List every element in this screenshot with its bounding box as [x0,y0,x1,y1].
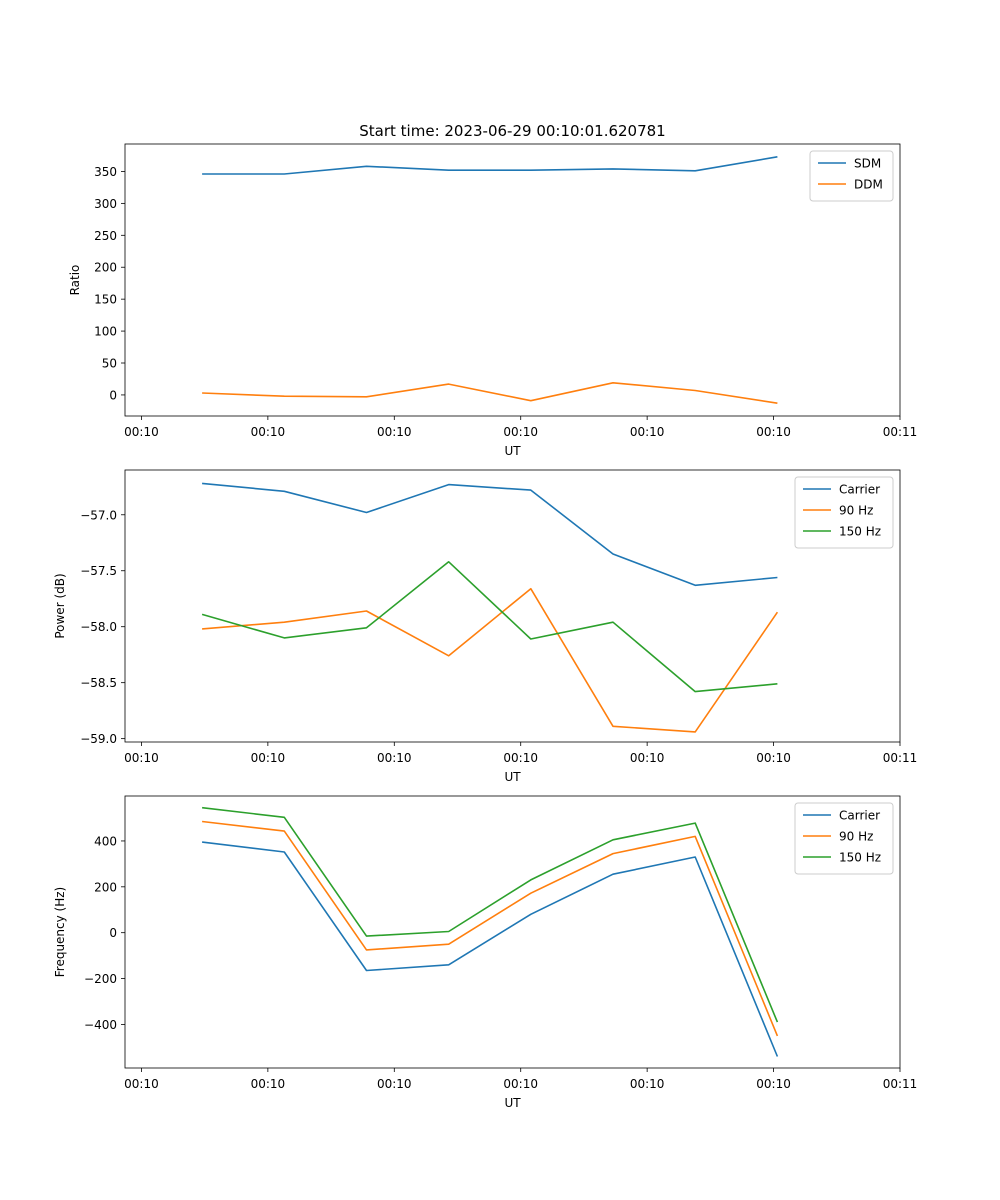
y-axis-label: Ratio [68,265,82,296]
chart-panel-2: 00:10 00:10 00:10 00:10 00:10 00:10 00:11 −59.0… [53,469,918,784]
axes-frame [124,795,901,1069]
legend: SDM DDM [809,150,894,202]
x-tick-label: 00:10 [756,1077,791,1091]
x-tick-label: 00:11 [883,751,918,765]
series-line-carrier [202,482,778,587]
x-tick-label: 00:10 [251,425,286,439]
series-line-90-hz [202,820,779,1037]
y-tick-label: 50 [102,357,117,371]
y-tick-label: −58.5 [80,676,117,690]
y-axis-label: Power (dB) [53,573,67,638]
y-tick-label: −57.0 [80,508,117,522]
x-axis-label: UT [504,770,521,784]
y-axis-label: Frequency (Hz) [53,887,67,978]
y-tick-label: 0 [109,388,117,402]
y-tick-label: −59.0 [80,732,117,746]
legend-label-150-hz: 150 Hz [839,525,881,539]
x-tick-label: 00:11 [883,1077,918,1091]
y-tick-label: −57.5 [80,564,117,578]
series-line-sdm [202,156,778,175]
y-tick-label: −400 [84,1018,117,1032]
axes-frame [124,143,901,417]
chart-panel-3: 00:10 00:10 00:10 00:10 00:10 00:10 00:11 −400 −… [53,795,918,1110]
y-tick-label: 100 [94,325,117,339]
series-line-150-hz [202,806,779,1023]
legend-label-150-hz: 150 Hz [839,851,881,865]
x-tick-label: 00:10 [124,751,159,765]
y-tick-label: 300 [94,197,117,211]
series-line-150-hz [201,560,778,693]
chart-panel-1: 00:10 00:10 00:10 00:10 00:10 00:10 00:11 0 50 10… [68,143,918,458]
x-tick-label: 00:10 [503,425,538,439]
series-line-carrier [202,841,779,1057]
y-tick-label: 200 [94,880,117,894]
x-tick-label: 00:10 [377,425,412,439]
legend-label-sdm: SDM [854,157,881,171]
figure-title: Start time: 2023-06-29 00:10:01.620781 [359,122,665,140]
legend-label-90-hz: 90 Hz [839,830,873,844]
x-tick-label: 00:10 [124,425,159,439]
y-tick-label: 150 [94,293,117,307]
y-tick-label: 200 [94,261,117,275]
x-tick-label: 00:10 [251,1077,286,1091]
x-tick-label: 00:10 [124,1077,159,1091]
x-tick-label: 00:10 [503,1077,538,1091]
x-tick-label: 00:10 [377,1077,412,1091]
x-tick-label: 00:10 [756,751,791,765]
y-tick-label: 250 [94,229,117,243]
x-tick-label: 00:10 [756,425,791,439]
axes-frame [124,469,901,743]
panels: 00:10 00:10 00:10 00:10 00:10 00:10 00:11 0 50 10… [53,143,918,1110]
legend-label-carrier: Carrier [839,483,880,497]
x-axis-label: UT [504,1096,521,1110]
legend: Carrier 90 Hz 150 Hz [794,476,894,549]
x-tick-label: 00:10 [251,751,286,765]
x-axis-label: UT [504,444,521,458]
x-tick-label: 00:10 [630,1077,665,1091]
x-tick-label: 00:10 [377,751,412,765]
y-tick-label: −200 [84,972,117,986]
x-tick-label: 00:11 [883,425,918,439]
y-tick-label: 0 [109,926,117,940]
legend-label-90-hz: 90 Hz [839,504,873,518]
series-line-ddm [202,381,778,404]
legend-label-ddm: DDM [854,178,883,192]
x-tick-label: 00:10 [630,751,665,765]
y-tick-label: 350 [94,165,117,179]
x-tick-label: 00:10 [630,425,665,439]
y-tick-label: 400 [94,834,117,848]
y-tick-label: −58.0 [80,620,117,634]
legend-label-carrier: Carrier [839,809,880,823]
x-tick-label: 00:10 [503,751,538,765]
legend: Carrier 90 Hz 150 Hz [794,802,894,875]
series-line-90-hz [202,587,779,733]
